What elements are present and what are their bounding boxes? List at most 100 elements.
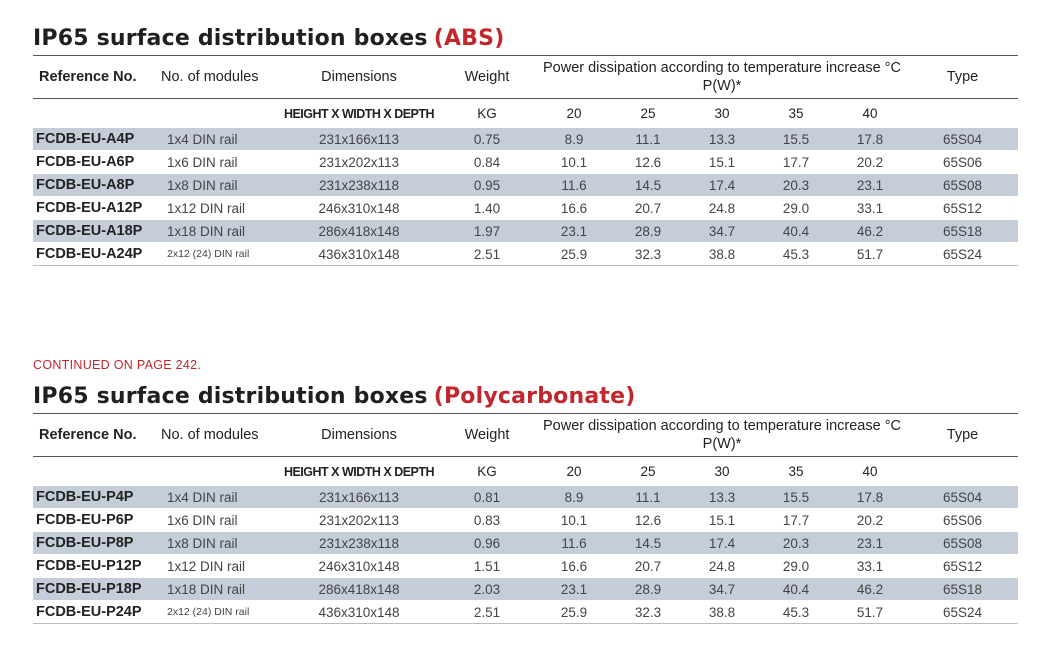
- header-row: Reference No. No. of modules Dimensions …: [33, 413, 1018, 457]
- cell-ref: FCDB-EU-A24P: [33, 242, 161, 266]
- subheader-temp: 40: [862, 464, 878, 479]
- title-accent: (Polycarbonate): [433, 384, 636, 409]
- cell-power: 20.2: [833, 508, 907, 532]
- cell-power: 17.7: [759, 508, 833, 532]
- cell-ref: FCDB-EU-P6P: [33, 508, 161, 532]
- cell-type: 65S08: [907, 173, 1018, 197]
- cell-power: 17.4: [685, 173, 759, 197]
- subheader-temp: 40: [862, 106, 878, 121]
- cell-power: 24.8: [685, 196, 759, 220]
- cell-power: 12.6: [611, 150, 685, 174]
- continued-note: CONTINUED ON PAGE 242.: [33, 358, 202, 372]
- cell-power: 28.9: [611, 577, 685, 601]
- table-row: FCDB-EU-A6P 1x6 DIN rail 231x202x113 0.8…: [33, 150, 1018, 174]
- cell-dimensions: 436x310x148: [281, 600, 437, 624]
- header-type: Type: [907, 413, 1018, 457]
- cell-power: 25.9: [537, 242, 611, 266]
- subheader-row: HEIGHT X WIDTH X DEPTH KG 20 25 30 35 40: [33, 99, 1018, 129]
- cell-power: 51.7: [833, 600, 907, 624]
- table-row: FCDB-EU-P4P 1x4 DIN rail 231x166x113 0.8…: [33, 486, 1018, 509]
- polycarbonate-spec-table: Reference No. No. of modules Dimensions …: [33, 413, 1018, 624]
- subheader-dimensions: HEIGHT X WIDTH X DEPTH: [283, 106, 435, 121]
- cell-power: 16.6: [537, 554, 611, 578]
- cell-power: 11.6: [537, 531, 611, 555]
- cell-power: 40.4: [759, 219, 833, 243]
- header-weight: Weight: [437, 413, 537, 457]
- cell-power: 45.3: [759, 242, 833, 266]
- table-row: FCDB-EU-P6P 1x6 DIN rail 231x202x113 0.8…: [33, 508, 1018, 532]
- cell-ref: FCDB-EU-P4P: [33, 486, 161, 509]
- cell-power: 29.0: [759, 196, 833, 220]
- cell-power: 38.8: [685, 242, 759, 266]
- cell-modules: 1x8 DIN rail: [161, 173, 281, 197]
- cell-power: 34.7: [685, 577, 759, 601]
- table-row: FCDB-EU-A18P 1x18 DIN rail 286x418x148 1…: [33, 219, 1018, 243]
- header-modules: No. of modules: [161, 413, 281, 457]
- cell-power: 15.1: [685, 150, 759, 174]
- cell-ref: FCDB-EU-A4P: [33, 128, 161, 151]
- cell-weight: 0.83: [437, 508, 537, 532]
- cell-power: 15.1: [685, 508, 759, 532]
- cell-power: 23.1: [537, 577, 611, 601]
- cell-power: 34.7: [685, 219, 759, 243]
- cell-power: 45.3: [759, 600, 833, 624]
- cell-weight: 2.03: [437, 577, 537, 601]
- header-row: Reference No. No. of modules Dimensions …: [33, 55, 1018, 99]
- cell-modules: 1x18 DIN rail: [161, 219, 281, 243]
- header-type: Type: [907, 55, 1018, 99]
- cell-power: 14.5: [611, 531, 685, 555]
- cell-power: 15.5: [759, 486, 833, 509]
- subheader-temp: 20: [566, 464, 582, 479]
- cell-power: 13.3: [685, 486, 759, 509]
- cell-weight: 0.75: [437, 128, 537, 151]
- cell-type: 65S06: [907, 508, 1018, 532]
- cell-power: 8.9: [537, 486, 611, 509]
- cell-power: 33.1: [833, 554, 907, 578]
- cell-dimensions: 231x166x113: [281, 128, 437, 151]
- subheader-dimensions: HEIGHT X WIDTH X DEPTH: [283, 464, 435, 479]
- cell-power: 40.4: [759, 577, 833, 601]
- title-accent: (ABS): [433, 26, 505, 51]
- cell-dimensions: 436x310x148: [281, 242, 437, 266]
- cell-dimensions: 231x166x113: [281, 486, 437, 509]
- cell-weight: 0.84: [437, 150, 537, 174]
- cell-dimensions: 246x310x148: [281, 196, 437, 220]
- cell-dimensions: 286x418x148: [281, 577, 437, 601]
- cell-ref: FCDB-EU-A18P: [33, 219, 161, 243]
- table-row: FCDB-EU-A12P 1x12 DIN rail 246x310x148 1…: [33, 196, 1018, 220]
- cell-weight: 0.81: [437, 486, 537, 509]
- cell-power: 46.2: [833, 219, 907, 243]
- cell-type: 65S12: [907, 554, 1018, 578]
- cell-power: 32.3: [611, 242, 685, 266]
- cell-power: 20.3: [759, 173, 833, 197]
- cell-modules: 1x12 DIN rail: [161, 196, 281, 220]
- header-weight: Weight: [437, 55, 537, 99]
- subheader-temp: 30: [714, 464, 730, 479]
- cell-dimensions: 231x238x118: [281, 173, 437, 197]
- abs-section: IP65 surface distribution boxes (ABS) Ref…: [33, 26, 1018, 266]
- cell-weight: 2.51: [437, 600, 537, 624]
- cell-power: 20.2: [833, 150, 907, 174]
- cell-modules: 1x6 DIN rail: [161, 508, 281, 532]
- cell-dimensions: 286x418x148: [281, 219, 437, 243]
- cell-power: 23.1: [833, 173, 907, 197]
- cell-weight: 1.40: [437, 196, 537, 220]
- cell-modules: 2x12 (24) DIN rail: [161, 242, 281, 266]
- cell-power: 29.0: [759, 554, 833, 578]
- cell-power: 14.5: [611, 173, 685, 197]
- abs-spec-table: Reference No. No. of modules Dimensions …: [33, 55, 1018, 266]
- header-ref: Reference No.: [33, 413, 161, 457]
- cell-modules: 1x4 DIN rail: [161, 486, 281, 509]
- cell-ref: FCDB-EU-P18P: [33, 577, 161, 601]
- cell-modules: 1x12 DIN rail: [161, 554, 281, 578]
- cell-power: 11.1: [611, 486, 685, 509]
- subheader-temp: 20: [566, 106, 582, 121]
- subheader-temp: 25: [640, 106, 656, 121]
- cell-power: 51.7: [833, 242, 907, 266]
- header-ref: Reference No.: [33, 55, 161, 99]
- cell-power: 25.9: [537, 600, 611, 624]
- table-row: FCDB-EU-P18P 1x18 DIN rail 286x418x148 2…: [33, 577, 1018, 601]
- subheader-temp: 35: [788, 464, 804, 479]
- subheader-temp: 35: [788, 106, 804, 121]
- cell-modules: 1x18 DIN rail: [161, 577, 281, 601]
